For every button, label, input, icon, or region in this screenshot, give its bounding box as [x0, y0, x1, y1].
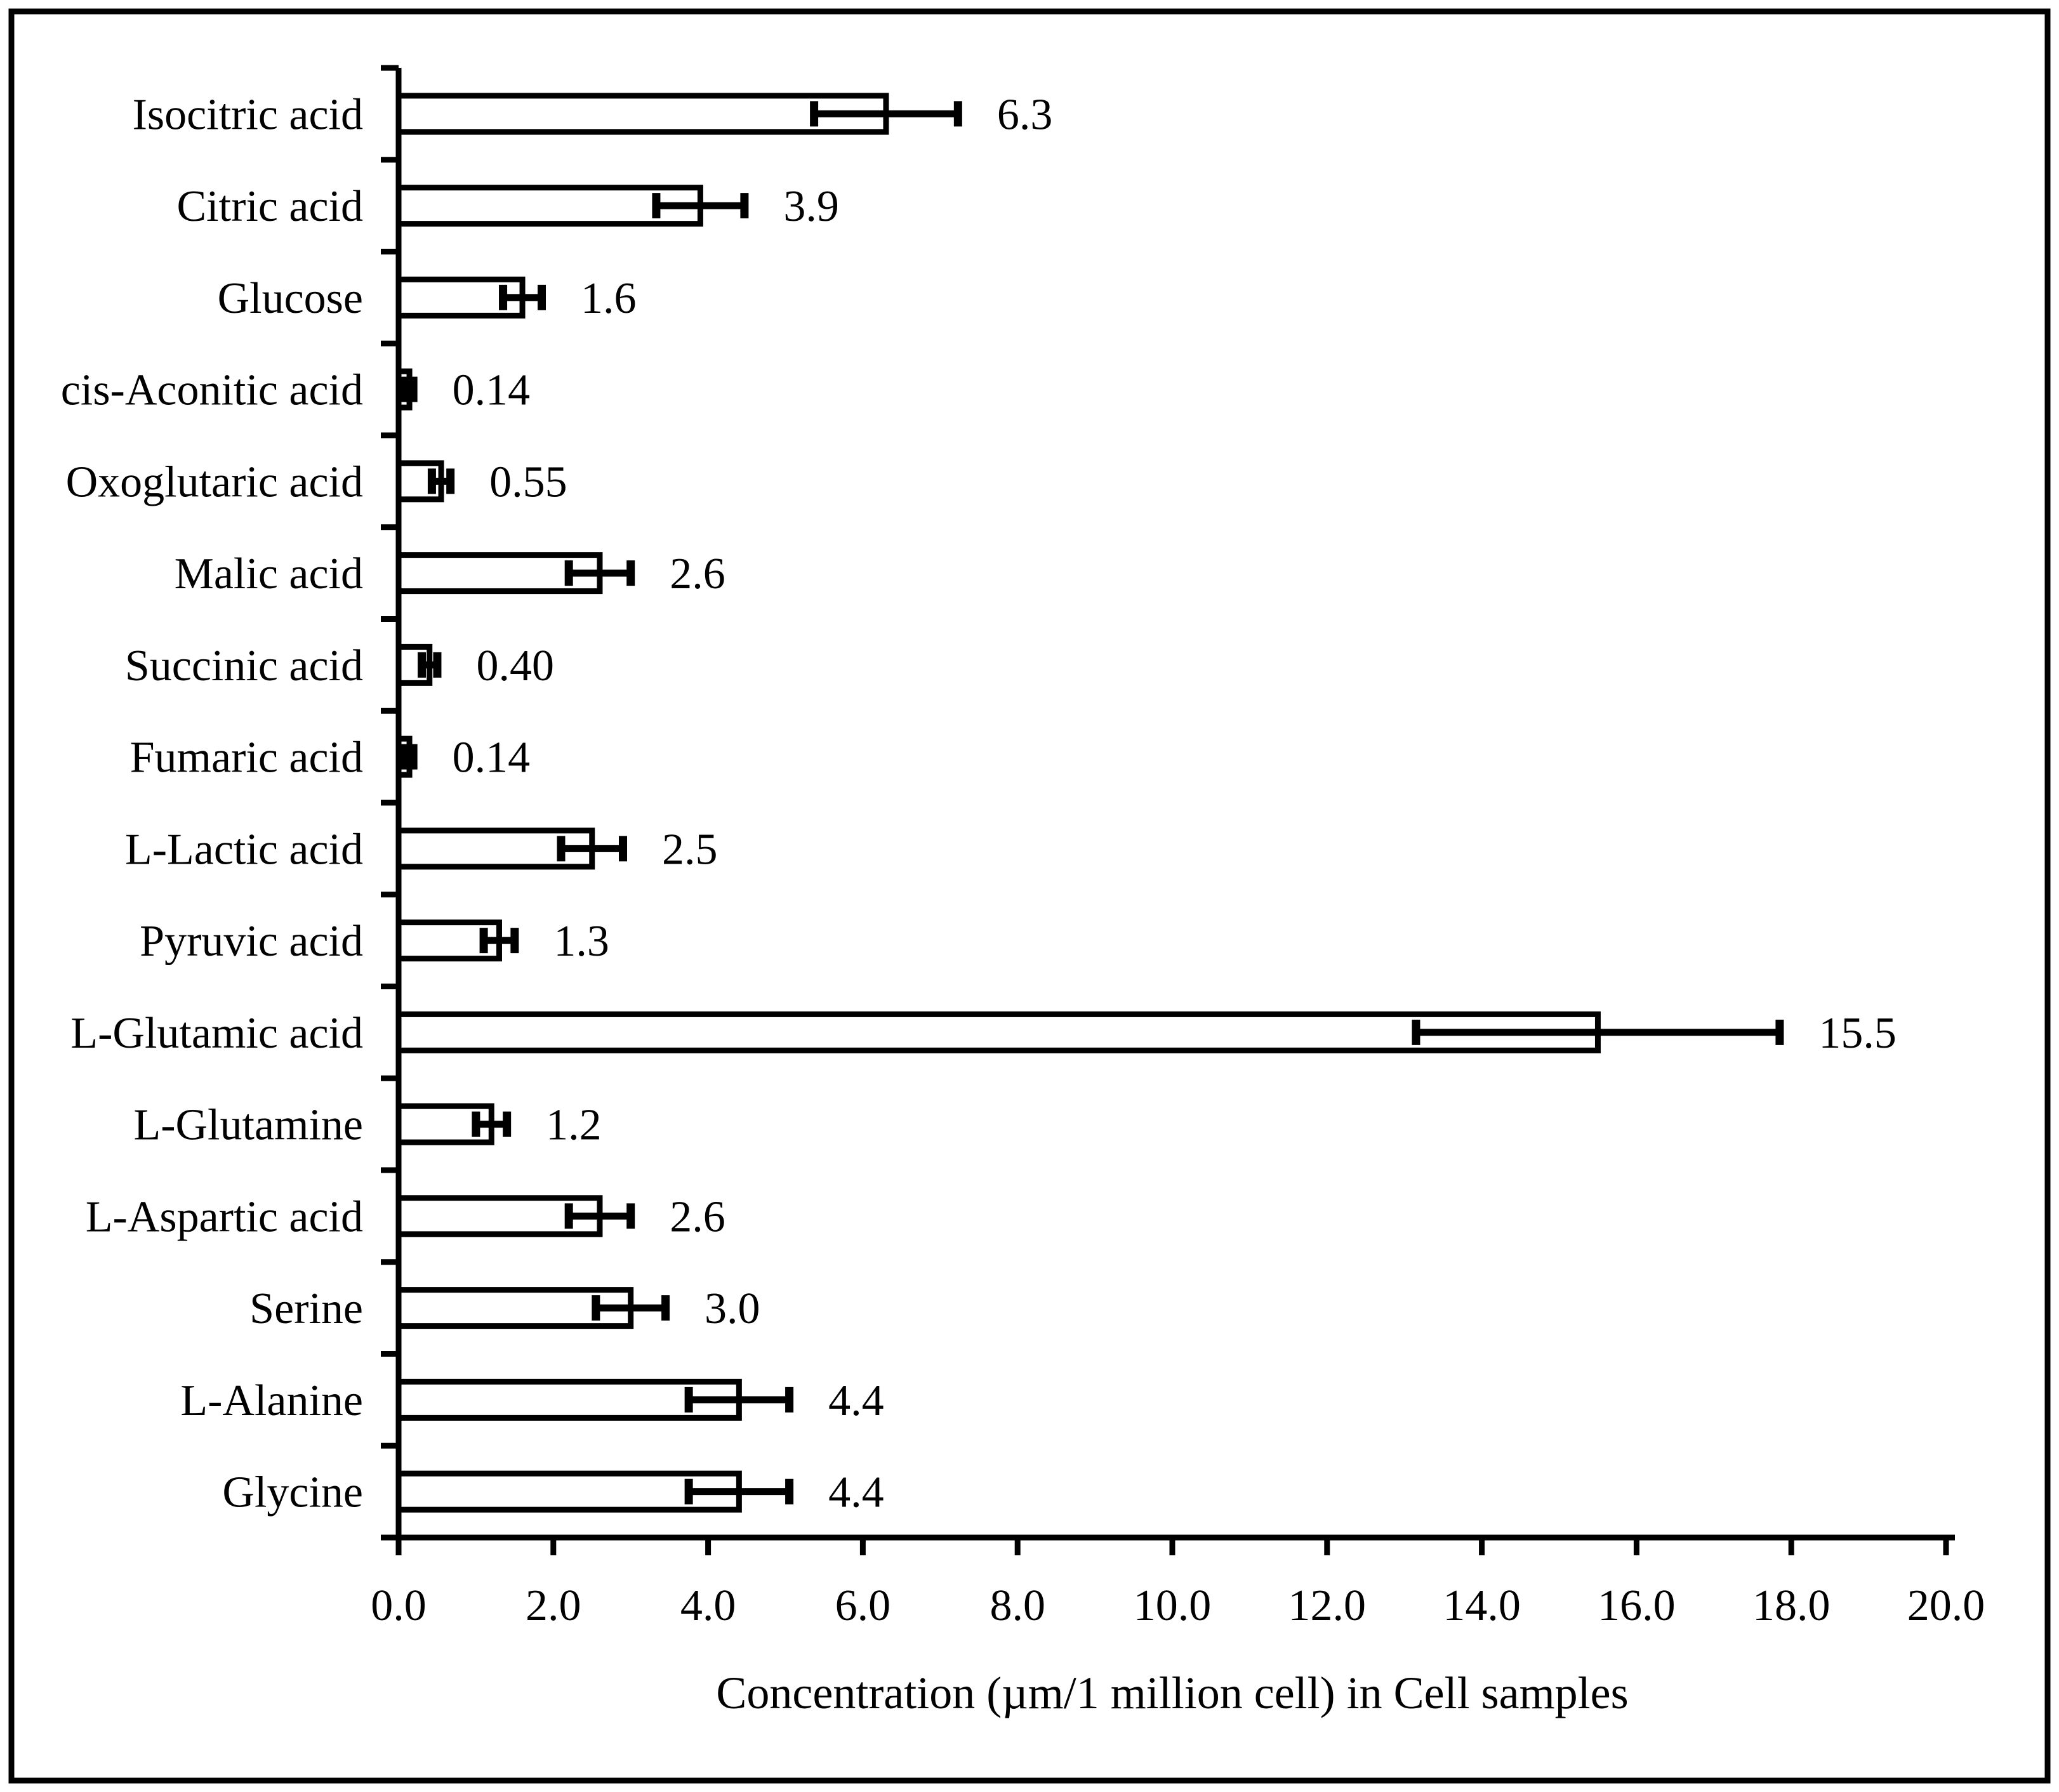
- value-label: 1.2: [546, 1101, 602, 1150]
- bar: [395, 1011, 1601, 1053]
- x-axis-tick-label: 12.0: [1288, 1581, 1367, 1630]
- value-label: 0.14: [453, 734, 531, 782]
- category-label: L-Alanine: [180, 1376, 363, 1425]
- category-label: L-Aspartic acid: [86, 1192, 363, 1241]
- value-label: 2.6: [670, 1192, 725, 1241]
- category-label: Fumaric acid: [130, 734, 363, 782]
- x-axis-tick-label: 18.0: [1752, 1581, 1831, 1630]
- x-axis-tick-label: 4.0: [680, 1581, 736, 1630]
- category-label: L-Glutamic acid: [70, 1009, 363, 1058]
- category-label: L-Lactic acid: [125, 825, 363, 874]
- x-axis-tick-label: 10.0: [1134, 1581, 1212, 1630]
- x-axis-title: Concentration (µm/1 million cell) in Cel…: [716, 1668, 1628, 1718]
- category-label: Malic acid: [175, 550, 363, 598]
- value-label: 0.14: [453, 366, 531, 415]
- value-label: 1.3: [553, 917, 609, 966]
- figure-border: [8, 8, 2051, 1784]
- category-label: Glycine: [222, 1468, 363, 1517]
- category-label: cis-Aconitic acid: [61, 366, 363, 415]
- value-label: 0.40: [476, 642, 554, 690]
- x-axis-tick-label: 20.0: [1907, 1581, 1985, 1630]
- value-label: 4.4: [828, 1468, 884, 1517]
- category-label: Succinic acid: [125, 642, 363, 690]
- x-axis-tick-label: 6.0: [835, 1581, 891, 1630]
- value-label: 6.3: [997, 90, 1053, 139]
- value-label: 2.6: [670, 550, 725, 598]
- x-axis-tick-label: 2.0: [526, 1581, 581, 1630]
- category-label: Isocitric acid: [133, 90, 363, 139]
- value-label: 4.4: [828, 1376, 884, 1425]
- value-label: 2.5: [662, 825, 718, 874]
- category-label: Oxoglutaric acid: [66, 458, 363, 506]
- value-label: 0.55: [489, 458, 567, 506]
- x-axis-tick-label: 14.0: [1443, 1581, 1521, 1630]
- x-axis-tick-label: 8.0: [990, 1581, 1045, 1630]
- category-label: Pyruvic acid: [140, 917, 363, 966]
- value-label: 1.6: [581, 274, 637, 323]
- value-label: 3.0: [705, 1284, 760, 1333]
- category-label: Citric acid: [176, 182, 363, 231]
- x-axis-tick-label: 16.0: [1598, 1581, 1676, 1630]
- category-label: L-Glutamine: [133, 1101, 363, 1150]
- category-label: Serine: [249, 1284, 363, 1333]
- x-axis-tick-label: 0.0: [371, 1581, 427, 1630]
- value-label: 3.9: [783, 182, 839, 231]
- category-label: Glucose: [218, 274, 363, 323]
- value-label: 15.5: [1818, 1009, 1897, 1058]
